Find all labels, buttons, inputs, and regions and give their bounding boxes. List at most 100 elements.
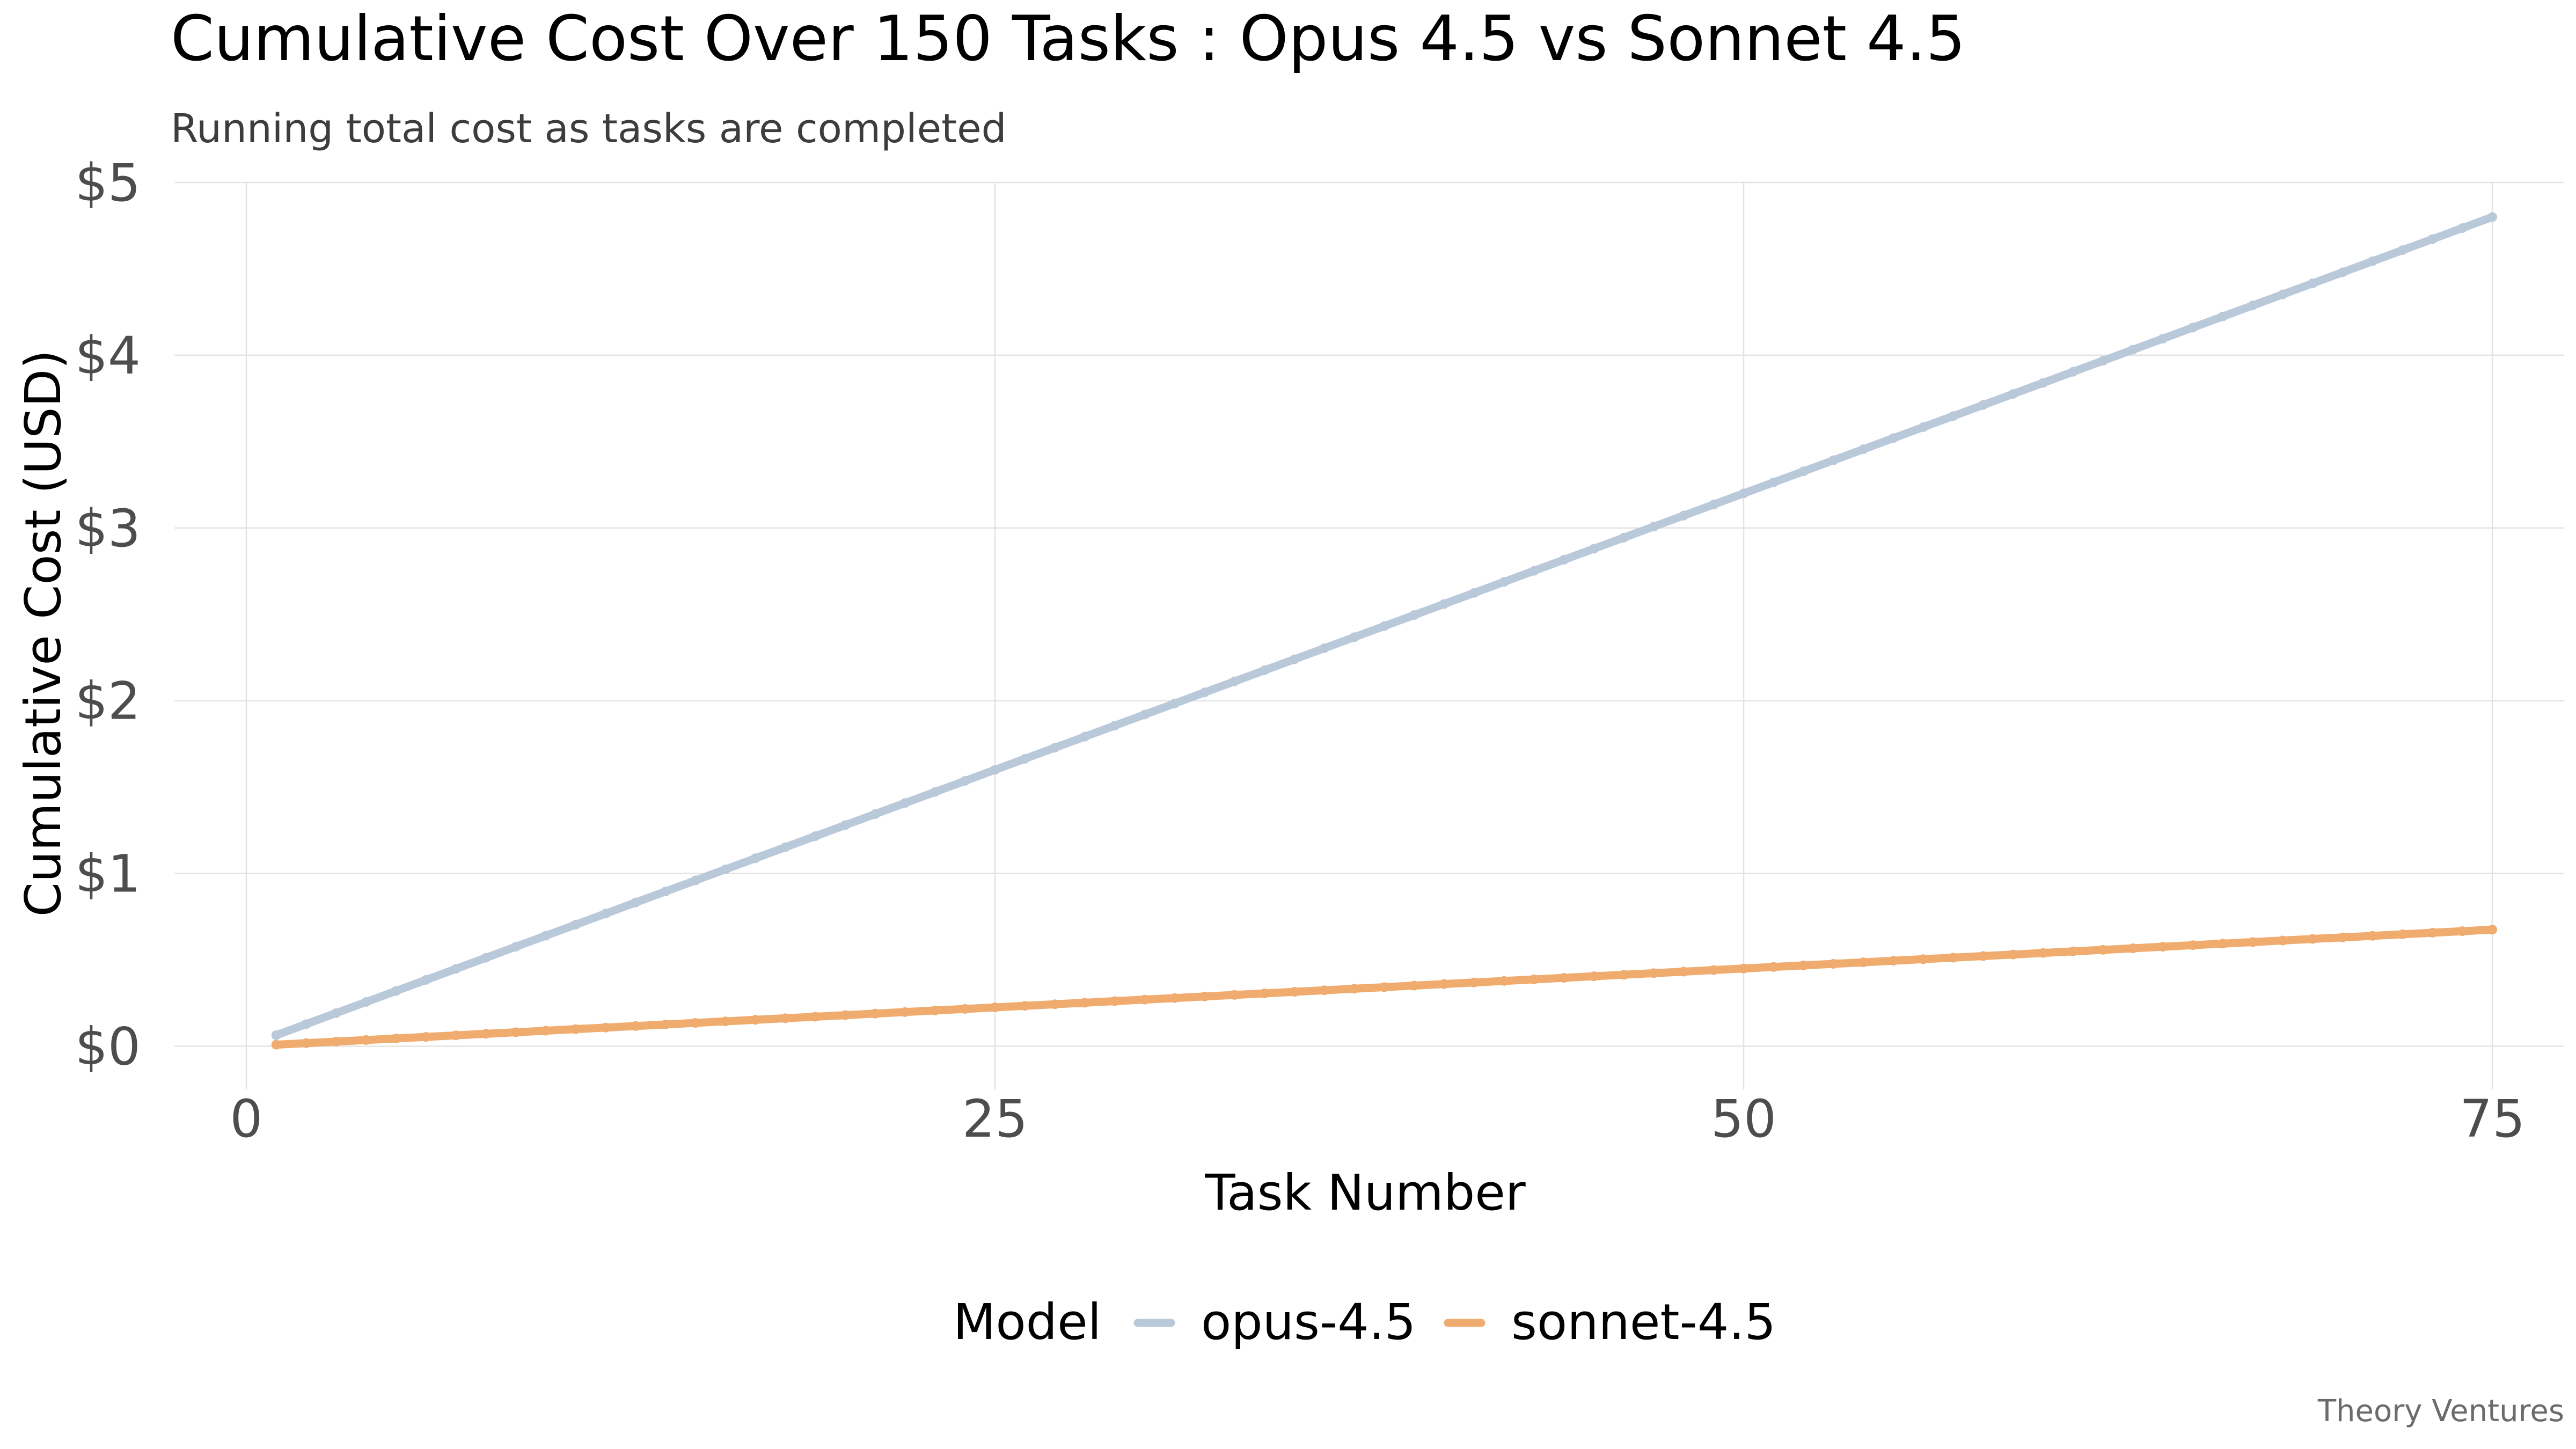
- data-point-opus-4.5: [840, 820, 850, 830]
- caption: Theory Ventures: [2317, 1394, 2564, 1429]
- data-point-opus-4.5: [1139, 709, 1150, 720]
- data-point-sonnet-4.5: [900, 1007, 910, 1017]
- data-point-opus-4.5: [2487, 212, 2498, 222]
- data-point-sonnet-4.5: [990, 1002, 1000, 1013]
- data-point-opus-4.5: [1918, 422, 1928, 432]
- series-lines: [271, 212, 2498, 1050]
- data-point-opus-4.5: [810, 831, 821, 841]
- data-point-sonnet-4.5: [1439, 979, 1450, 989]
- data-point-opus-4.5: [451, 964, 461, 974]
- data-point-opus-4.5: [1889, 433, 1899, 443]
- data-point-opus-4.5: [1709, 500, 1719, 510]
- data-point-sonnet-4.5: [1679, 967, 1689, 977]
- data-point-opus-4.5: [1110, 721, 1120, 731]
- data-point-opus-4.5: [271, 1030, 281, 1040]
- data-point-sonnet-4.5: [1828, 958, 1839, 969]
- data-point-opus-4.5: [2397, 245, 2407, 255]
- data-point-sonnet-4.5: [451, 1030, 461, 1041]
- data-point-sonnet-4.5: [2278, 935, 2288, 946]
- data-point-opus-4.5: [1349, 632, 1359, 642]
- x-tick-label: 25: [962, 1089, 1028, 1149]
- data-point-opus-4.5: [1978, 400, 1988, 410]
- y-tick-label: $0: [75, 1017, 141, 1077]
- data-point-sonnet-4.5: [1260, 989, 1270, 999]
- data-point-opus-4.5: [1050, 743, 1060, 753]
- data-point-sonnet-4.5: [540, 1026, 551, 1036]
- data-point-opus-4.5: [1260, 665, 1270, 676]
- data-point-opus-4.5: [1199, 687, 1210, 698]
- y-tick-label: $3: [75, 499, 141, 559]
- data-point-opus-4.5: [2068, 367, 2078, 377]
- data-point-opus-4.5: [780, 842, 791, 852]
- data-point-sonnet-4.5: [361, 1035, 371, 1045]
- data-point-sonnet-4.5: [870, 1008, 880, 1019]
- data-point-opus-4.5: [1559, 555, 1569, 565]
- x-axis-tick-labels: 0 25 50 75: [230, 1089, 2525, 1149]
- x-tick-label: 50: [1711, 1089, 1776, 1149]
- data-point-opus-4.5: [2188, 323, 2198, 333]
- data-point-opus-4.5: [2038, 378, 2048, 388]
- data-point-opus-4.5: [1469, 588, 1479, 598]
- data-point-sonnet-4.5: [1948, 953, 1958, 963]
- data-point-sonnet-4.5: [391, 1034, 401, 1044]
- data-point-opus-4.5: [2008, 389, 2018, 399]
- data-point-sonnet-4.5: [481, 1029, 491, 1039]
- data-point-sonnet-4.5: [1319, 985, 1329, 996]
- data-point-opus-4.5: [511, 942, 521, 952]
- data-point-opus-4.5: [2128, 345, 2138, 355]
- data-point-opus-4.5: [690, 875, 700, 885]
- data-point-opus-4.5: [540, 931, 551, 941]
- data-point-sonnet-4.5: [601, 1022, 611, 1033]
- y-axis-title: Cumulative Cost (USD): [14, 350, 72, 917]
- data-point-opus-4.5: [720, 864, 730, 874]
- data-point-opus-4.5: [2338, 267, 2348, 277]
- data-point-sonnet-4.5: [2427, 928, 2438, 938]
- data-point-opus-4.5: [2308, 278, 2318, 288]
- data-point-sonnet-4.5: [1589, 971, 1599, 982]
- legend-label-opus-4.5: opus-4.5: [1201, 1293, 1416, 1351]
- data-point-opus-4.5: [1649, 522, 1659, 532]
- legend-label-sonnet-4.5: sonnet-4.5: [1511, 1293, 1776, 1351]
- data-point-sonnet-4.5: [2098, 945, 2108, 955]
- data-point-opus-4.5: [2427, 234, 2438, 244]
- data-point-opus-4.5: [601, 909, 611, 919]
- data-point-sonnet-4.5: [421, 1032, 431, 1042]
- data-point-sonnet-4.5: [1889, 956, 1899, 966]
- data-point-sonnet-4.5: [1349, 984, 1359, 994]
- data-point-sonnet-4.5: [1768, 962, 1779, 972]
- data-point-opus-4.5: [750, 853, 760, 863]
- data-point-sonnet-4.5: [1169, 993, 1180, 1003]
- data-point-sonnet-4.5: [1409, 980, 1419, 991]
- data-point-sonnet-4.5: [1529, 974, 1539, 984]
- chart-subtitle: Running total cost as tasks are complete…: [171, 106, 1007, 152]
- data-point-sonnet-4.5: [780, 1013, 791, 1023]
- data-point-sonnet-4.5: [301, 1038, 311, 1048]
- data-point-opus-4.5: [1948, 411, 1958, 421]
- data-point-sonnet-4.5: [1110, 996, 1120, 1006]
- data-point-sonnet-4.5: [1858, 957, 1869, 968]
- y-tick-label: $4: [75, 326, 141, 386]
- data-point-opus-4.5: [1529, 566, 1539, 576]
- data-point-opus-4.5: [990, 765, 1000, 775]
- data-point-sonnet-4.5: [271, 1040, 281, 1050]
- data-point-sonnet-4.5: [2218, 939, 2228, 949]
- data-point-opus-4.5: [2278, 289, 2288, 299]
- data-point-opus-4.5: [930, 787, 940, 797]
- data-point-sonnet-4.5: [1918, 954, 1928, 964]
- y-tick-label: $2: [75, 671, 141, 731]
- legend-title: Model: [953, 1293, 1101, 1351]
- data-point-opus-4.5: [2158, 334, 2168, 344]
- data-point-sonnet-4.5: [1080, 998, 1090, 1008]
- data-point-sonnet-4.5: [331, 1036, 341, 1046]
- data-point-opus-4.5: [2248, 301, 2258, 311]
- data-point-opus-4.5: [1798, 466, 1809, 477]
- data-point-sonnet-4.5: [720, 1016, 730, 1027]
- data-point-sonnet-4.5: [960, 1004, 970, 1014]
- data-point-opus-4.5: [1080, 731, 1090, 742]
- data-point-opus-4.5: [1499, 577, 1509, 587]
- data-point-sonnet-4.5: [2188, 940, 2198, 950]
- data-point-sonnet-4.5: [1199, 991, 1210, 1001]
- data-point-sonnet-4.5: [2487, 925, 2498, 935]
- data-point-opus-4.5: [331, 1008, 341, 1018]
- data-point-sonnet-4.5: [1139, 994, 1150, 1005]
